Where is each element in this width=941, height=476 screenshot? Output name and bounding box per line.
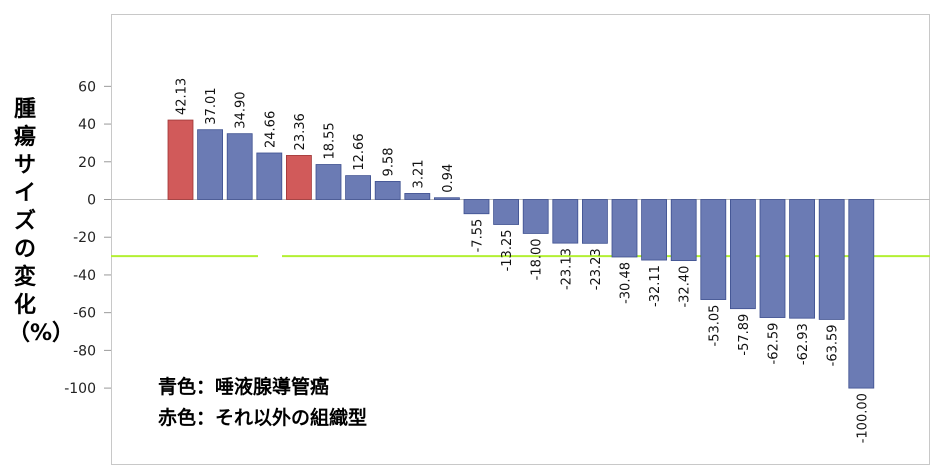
bar (197, 129, 224, 200)
y-axis-ticks: 60 40 20 0 -20 -40 -60 -80 -100 (64, 79, 111, 397)
bars (167, 119, 875, 389)
bar-value-label: 0.94 (441, 164, 456, 193)
bar-value-label: -30.48 (619, 262, 634, 304)
bar-value-label: 34.90 (234, 91, 249, 128)
bar (730, 199, 756, 310)
bar-value-label: -53.05 (707, 305, 722, 347)
bar (670, 199, 697, 262)
legend-line-2: 赤色：それ以外の組織型 (158, 407, 368, 429)
bar (463, 199, 490, 215)
bar (759, 199, 786, 318)
bar-value-label: 24.66 (263, 111, 278, 148)
bar (522, 199, 549, 234)
bar (700, 199, 727, 300)
bar-value-label: -100.00 (855, 393, 870, 443)
y-tick-label: -40 (73, 268, 96, 284)
bar (256, 152, 283, 200)
bar (818, 199, 845, 320)
bar-value-label: -32.11 (648, 265, 663, 307)
bar-value-label: -32.40 (678, 266, 693, 308)
bar (167, 119, 194, 200)
bar-value-label: -63.59 (826, 324, 841, 366)
bar (345, 175, 372, 200)
bar-value-label: -57.89 (737, 314, 752, 356)
bar (374, 181, 401, 200)
bar (552, 199, 579, 244)
y-tick-label: -20 (73, 230, 96, 246)
bar (789, 199, 815, 319)
y-tick-label: -60 (73, 306, 96, 322)
y-tick-label: -80 (73, 343, 96, 359)
bar-value-label: 42.13 (175, 78, 190, 115)
bar (641, 199, 667, 261)
bar-value-label: -7.55 (471, 219, 486, 253)
bar (404, 193, 431, 200)
bar-value-label: 12.66 (352, 133, 367, 170)
y-tick-label: 60 (78, 79, 96, 95)
data-labels: 42.13 37.01 34.90 24.66 23.36 18.55 12.66 9.58 3… (175, 78, 871, 443)
plot-frame (111, 14, 930, 465)
bar (582, 199, 608, 244)
bar-value-label: 18.55 (323, 122, 338, 159)
y-tick-label: 20 (78, 155, 96, 171)
legend-line-1: 青色：唾液腺導管癌 (158, 376, 330, 398)
reference-line-gap (258, 248, 282, 262)
bar (493, 199, 520, 225)
bar-value-label: -18.00 (530, 238, 545, 280)
bar-value-label: 23.36 (293, 113, 308, 150)
bar-value-label: 3.21 (411, 159, 426, 188)
bar-value-label: 37.01 (204, 87, 219, 124)
bar-value-label: -13.25 (500, 229, 515, 271)
bar (315, 164, 342, 200)
bar-value-label: 9.58 (382, 147, 397, 176)
bar (226, 133, 253, 200)
bar (433, 197, 460, 200)
bar-value-label: -23.23 (589, 248, 604, 290)
bar-value-label: -62.93 (796, 323, 811, 365)
bar-value-label: -23.13 (559, 248, 574, 290)
y-tick-label: -100 (64, 381, 96, 397)
bar (285, 155, 312, 200)
y-tick-label: 0 (87, 193, 96, 209)
y-tick-label: 40 (78, 117, 96, 133)
bar (848, 199, 875, 389)
y-axis-label: 腫瘍サイズの変化（%） (8, 97, 75, 346)
bar (611, 199, 638, 258)
bar-value-label: -62.59 (767, 323, 782, 365)
